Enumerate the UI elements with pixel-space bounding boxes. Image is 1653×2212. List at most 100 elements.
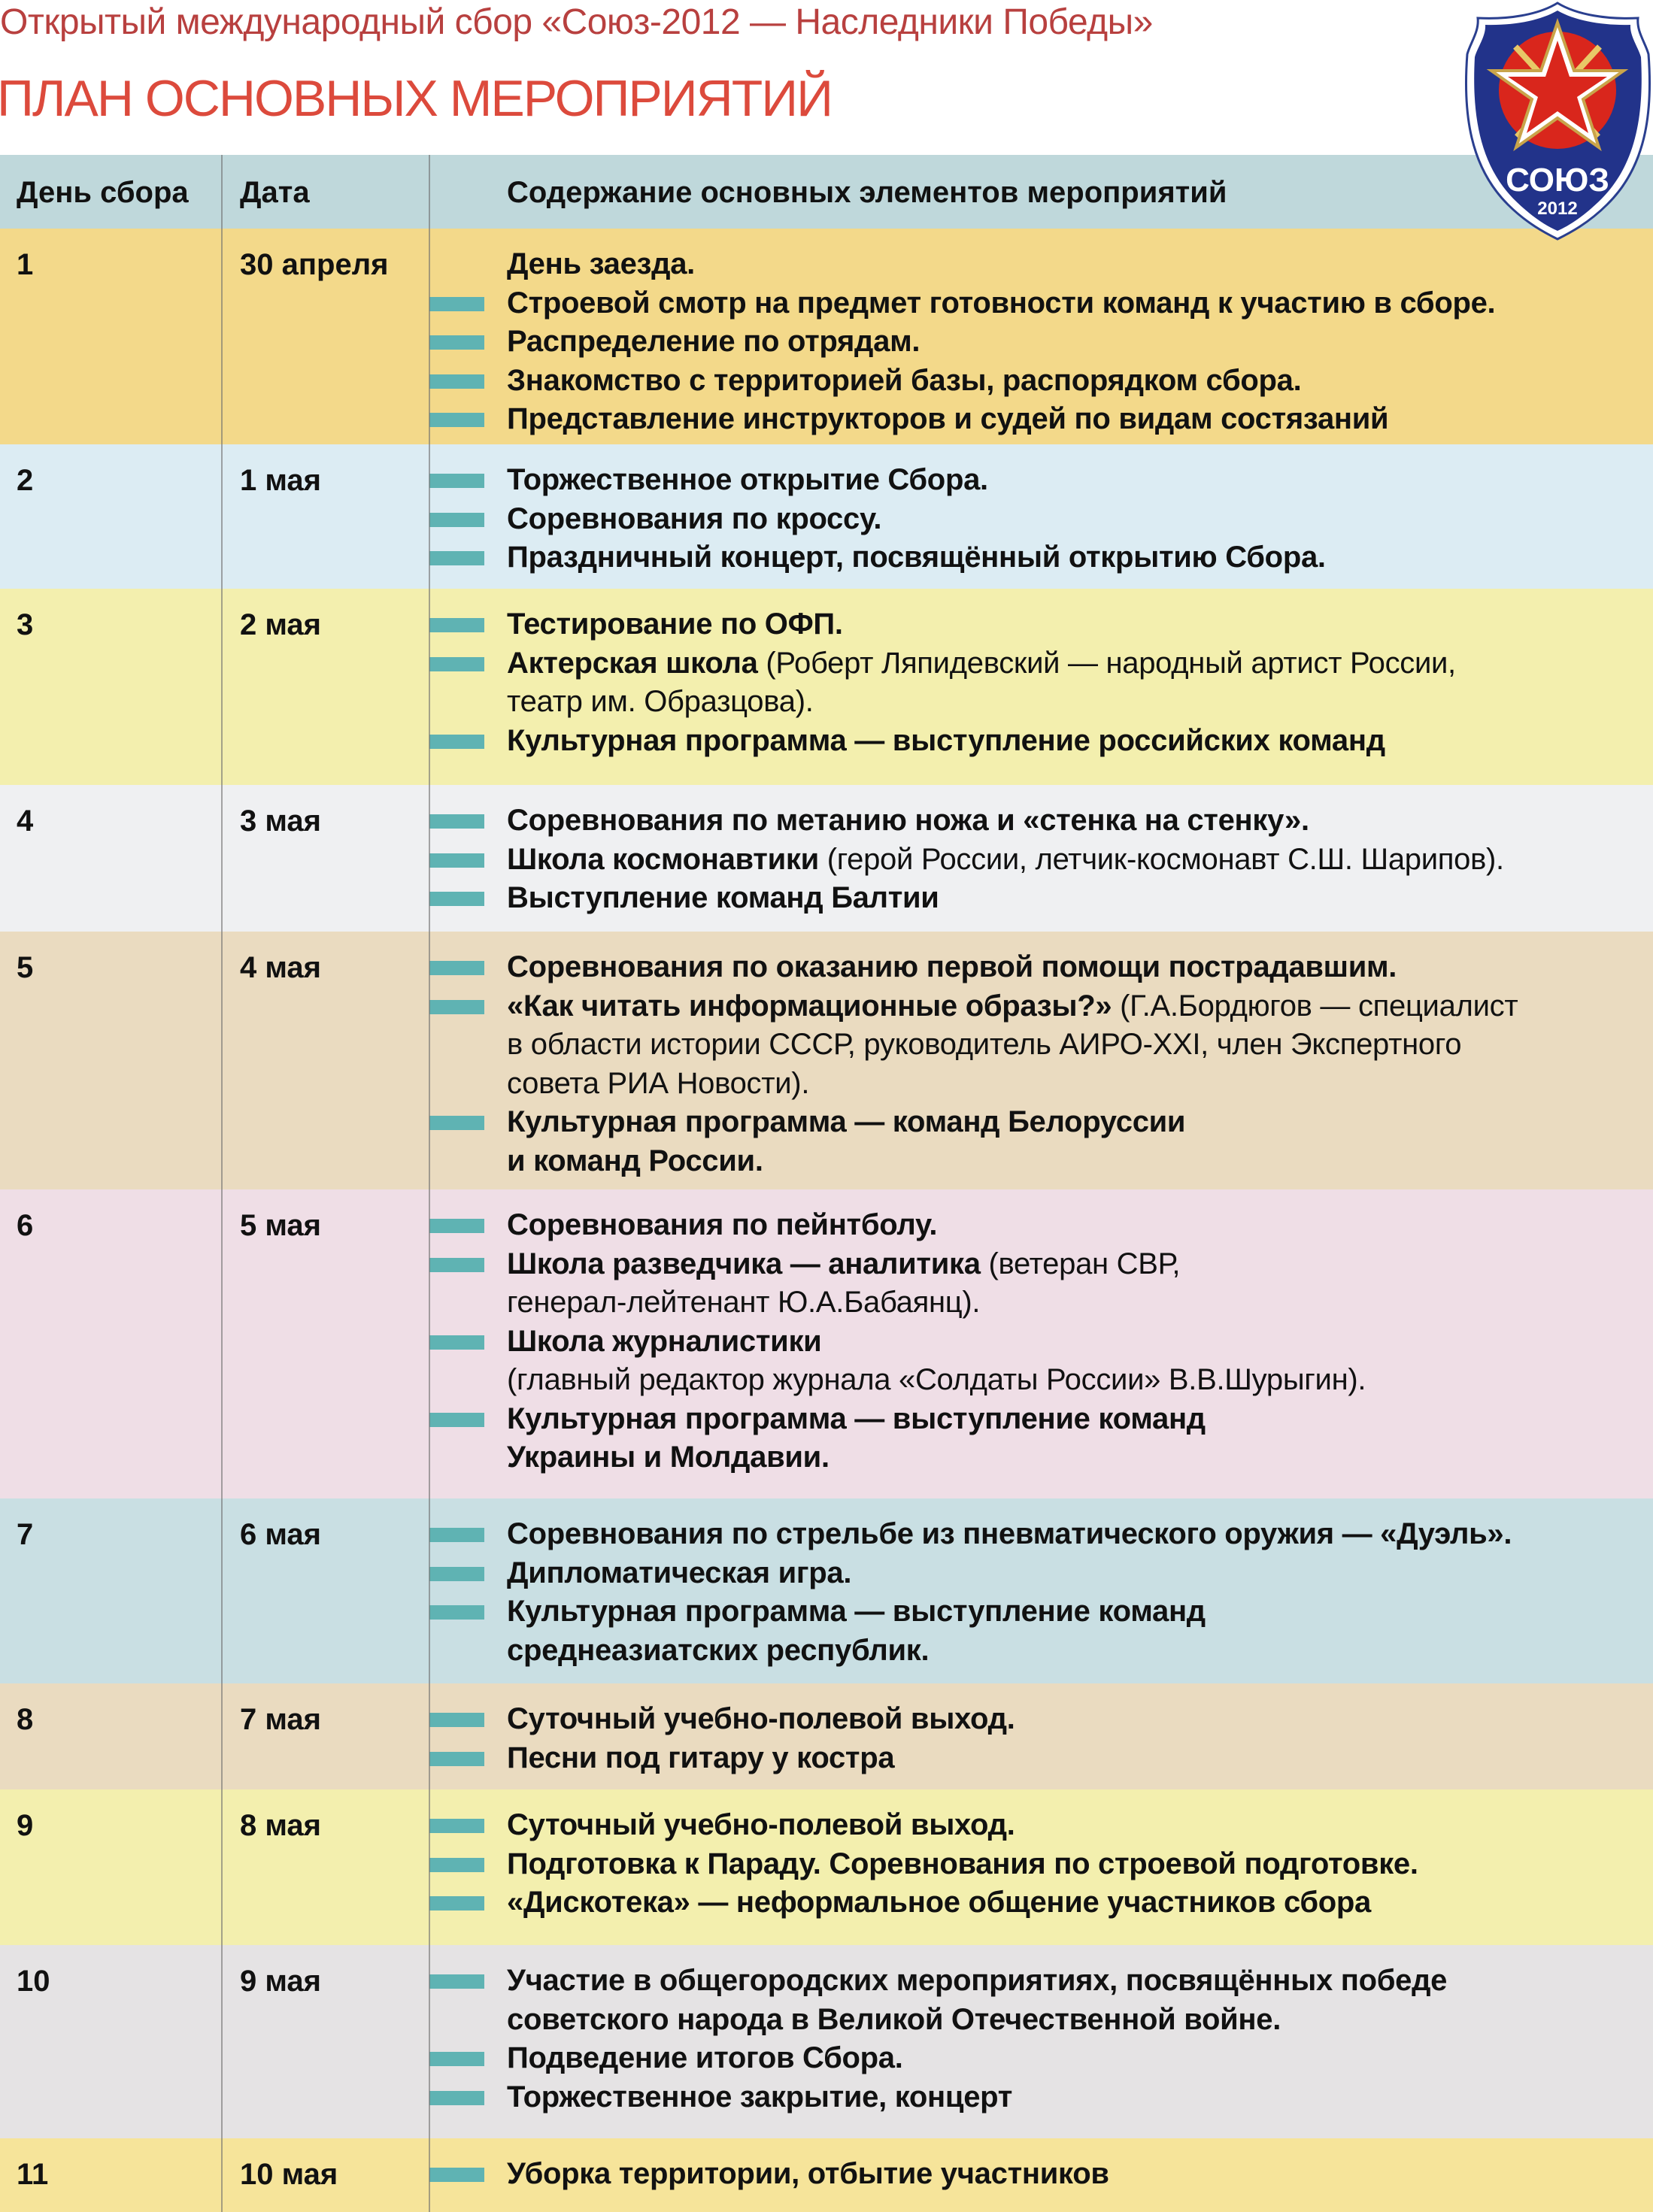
- list-item: Дипломатическая игра.: [429, 1554, 1512, 1593]
- bullet-icon: [429, 1751, 484, 1766]
- item-bold-text: Дипломатическая игра.: [507, 1556, 852, 1589]
- logo-year: 2012: [1537, 198, 1577, 219]
- soyuz-2012-logo: СОЮЗ 2012: [1465, 2, 1651, 241]
- list-item: Знакомство с территорией базы, распорядк…: [429, 362, 1495, 401]
- day-number: 10: [17, 1965, 50, 1998]
- event-list: Соревнования по пейнтболу. Школа разведчи…: [429, 1206, 1366, 1477]
- item-bold-text: День заезда.: [507, 247, 695, 280]
- list-item: (главный редактор журнала «Солдаты Росси…: [507, 1361, 1366, 1400]
- event-list: Суточный учебно-полевой выход. Подготовка…: [429, 1806, 1418, 1923]
- day-number: 4: [17, 805, 34, 838]
- item-bold-text: Знакомство с территорией базы, распорядк…: [507, 363, 1302, 397]
- list-item: Соревнования по оказанию первой помощи п…: [429, 948, 1518, 987]
- table-row: 10 9 мая Участие в общегородских мероприя…: [0, 1945, 1653, 2138]
- event-list: Тестирование по ОФП. Актерская школа (Роб…: [429, 605, 1456, 761]
- item-bold-text: Актерская школа: [507, 646, 758, 680]
- bullet-icon: [429, 1412, 484, 1427]
- event-list: День заезда. Строевой смотр на предмет го…: [429, 245, 1496, 439]
- column-header-day: День сбора: [17, 176, 189, 209]
- item-bold-text: Подготовка к Параду. Соревнования по стр…: [507, 1847, 1418, 1880]
- table-row: 8 7 мая Суточный учебно-полевой выход. Пес…: [0, 1683, 1653, 1789]
- item-bold-text: Уборка территории, отбытие участников: [507, 2157, 1109, 2190]
- date: 8 мая: [240, 1809, 322, 1842]
- list-item: Соревнования по кроссу.: [429, 500, 1326, 539]
- date: 10 мая: [240, 2158, 338, 2191]
- item-bold-text: Тестирование по ОФП.: [507, 608, 843, 641]
- day-number: 8: [17, 1703, 34, 1736]
- item-note-text: в области истории СССР, руководитель АИР…: [507, 1028, 1462, 1061]
- item-bold-text: «Как читать информационные образы?»: [507, 989, 1112, 1023]
- date: 7 мая: [240, 1703, 322, 1736]
- bullet-icon: [429, 853, 484, 868]
- list-item: Торжественное открытие Сбора.: [429, 461, 1326, 500]
- day-number: 11: [17, 2158, 49, 2191]
- list-item: среднеазиатских республик.: [507, 1632, 1512, 1671]
- column-divider: [221, 155, 223, 2212]
- item-bold-text: Праздничный концерт, посвящённый открыти…: [507, 541, 1326, 574]
- item-bold-text: Школа разведчика — аналитика: [507, 1247, 981, 1280]
- list-item: в области истории СССР, руководитель АИР…: [507, 1026, 1518, 1065]
- date: 30 апреля: [240, 248, 389, 281]
- list-item: Распределение по отрядам.: [429, 323, 1495, 362]
- event-title: Открытый международный сбор «Союз-2012 —…: [0, 2, 1153, 42]
- bullet-icon: [429, 1528, 484, 1542]
- list-item: «Дискотека» — неформальное общение участ…: [429, 1883, 1418, 1923]
- bullet-icon: [429, 413, 484, 427]
- bullet-icon: [429, 2168, 484, 2182]
- list-item: Суточный учебно-полевой выход.: [429, 1700, 1015, 1739]
- item-bold-text: Участие в общегородских мероприятиях, по…: [507, 1964, 1448, 1997]
- item-bold-text: Культурная программа — команд Белоруссии: [507, 1105, 1186, 1138]
- list-item: День заезда.: [507, 245, 1495, 284]
- bullet-icon: [429, 892, 484, 906]
- event-list: Торжественное открытие Сбора. Соревновани…: [429, 461, 1326, 577]
- table-header: День сбора Дата Содержание основных элем…: [0, 155, 1653, 229]
- events-table: День сбора Дата Содержание основных элем…: [0, 155, 1653, 2212]
- table-row: 2 1 мая Торжественное открытие Сбора. Соре…: [0, 444, 1653, 589]
- date: 6 мая: [240, 1518, 322, 1551]
- item-bold-text: Торжественное закрытие, концерт: [507, 2080, 1013, 2114]
- event-list: Соревнования по стрельбе из пневматическ…: [429, 1515, 1512, 1671]
- day-number: 1: [17, 248, 34, 281]
- item-note-text: генерал-лейтенант Ю.А.Бабаянц).: [507, 1286, 981, 1319]
- bullet-icon: [429, 618, 484, 632]
- day-number: 2: [17, 464, 34, 497]
- table-row: 1 30 апреля День заезда. Строевой смотр на…: [0, 229, 1653, 444]
- item-bold-text: Распределение по отрядам.: [507, 325, 921, 358]
- bullet-icon: [429, 1819, 484, 1833]
- list-item: Участие в общегородских мероприятиях, по…: [429, 1962, 1448, 2001]
- bullet-icon: [429, 335, 484, 350]
- item-bold-text: Подведение итогов Сбора.: [507, 2041, 903, 2074]
- item-note-text: (Роберт Ляпидевский — народный артист Ро…: [757, 646, 1456, 680]
- list-item: Подготовка к Параду. Соревнования по стр…: [429, 1845, 1418, 1884]
- list-item: Школа разведчика — аналитика (ветеран СВ…: [429, 1245, 1366, 1284]
- list-item: Суточный учебно-полевой выход.: [429, 1806, 1418, 1845]
- table-row: 9 8 мая Суточный учебно-полевой выход. Под…: [0, 1789, 1653, 1945]
- list-item: Школа космонавтики (герой России, летчик…: [429, 841, 1504, 880]
- day-number: 6: [17, 1209, 34, 1242]
- list-item: Праздничный концерт, посвящённый открыти…: [429, 538, 1326, 577]
- date: 2 мая: [240, 608, 322, 641]
- table-row: 11 10 мая Уборка территории, отбытие учас…: [0, 2138, 1653, 2212]
- bullet-icon: [429, 2052, 484, 2066]
- list-item: Актерская школа (Роберт Ляпидевский — на…: [429, 644, 1456, 683]
- item-note-text: театр им. Образцова).: [507, 685, 814, 718]
- bullet-icon: [429, 814, 484, 829]
- item-bold-text: Украины и Молдавии.: [507, 1441, 830, 1474]
- item-bold-text: Культурная программа — выступление росси…: [507, 723, 1385, 757]
- date: 1 мая: [240, 464, 322, 497]
- item-bold-text: Суточный учебно-полевой выход.: [507, 1702, 1015, 1735]
- list-item: Уборка территории, отбытие участников: [429, 2155, 1109, 2194]
- date: 4 мая: [240, 951, 322, 984]
- list-item: театр им. Образцова).: [507, 683, 1456, 722]
- item-bold-text: Строевой смотр на предмет готовности ком…: [507, 286, 1496, 320]
- list-item: Культурная программа — выступление росси…: [429, 722, 1456, 761]
- item-bold-text: «Дискотека» — неформальное общение участ…: [507, 1886, 1371, 1919]
- item-note-text: (главный редактор журнала «Солдаты Росси…: [507, 1363, 1366, 1396]
- event-list: Суточный учебно-полевой выход. Песни под …: [429, 1700, 1015, 1777]
- item-bold-text: Выступление команд Балтии: [507, 881, 939, 914]
- list-item: Украины и Молдавии.: [507, 1438, 1366, 1477]
- plan-heading: ПЛАН ОСНОВНЫХ МЕРОПРИЯТИЙ: [0, 70, 833, 127]
- date: 3 мая: [240, 805, 322, 838]
- day-number: 7: [17, 1518, 34, 1551]
- list-item: Подведение итогов Сбора.: [429, 2039, 1447, 2078]
